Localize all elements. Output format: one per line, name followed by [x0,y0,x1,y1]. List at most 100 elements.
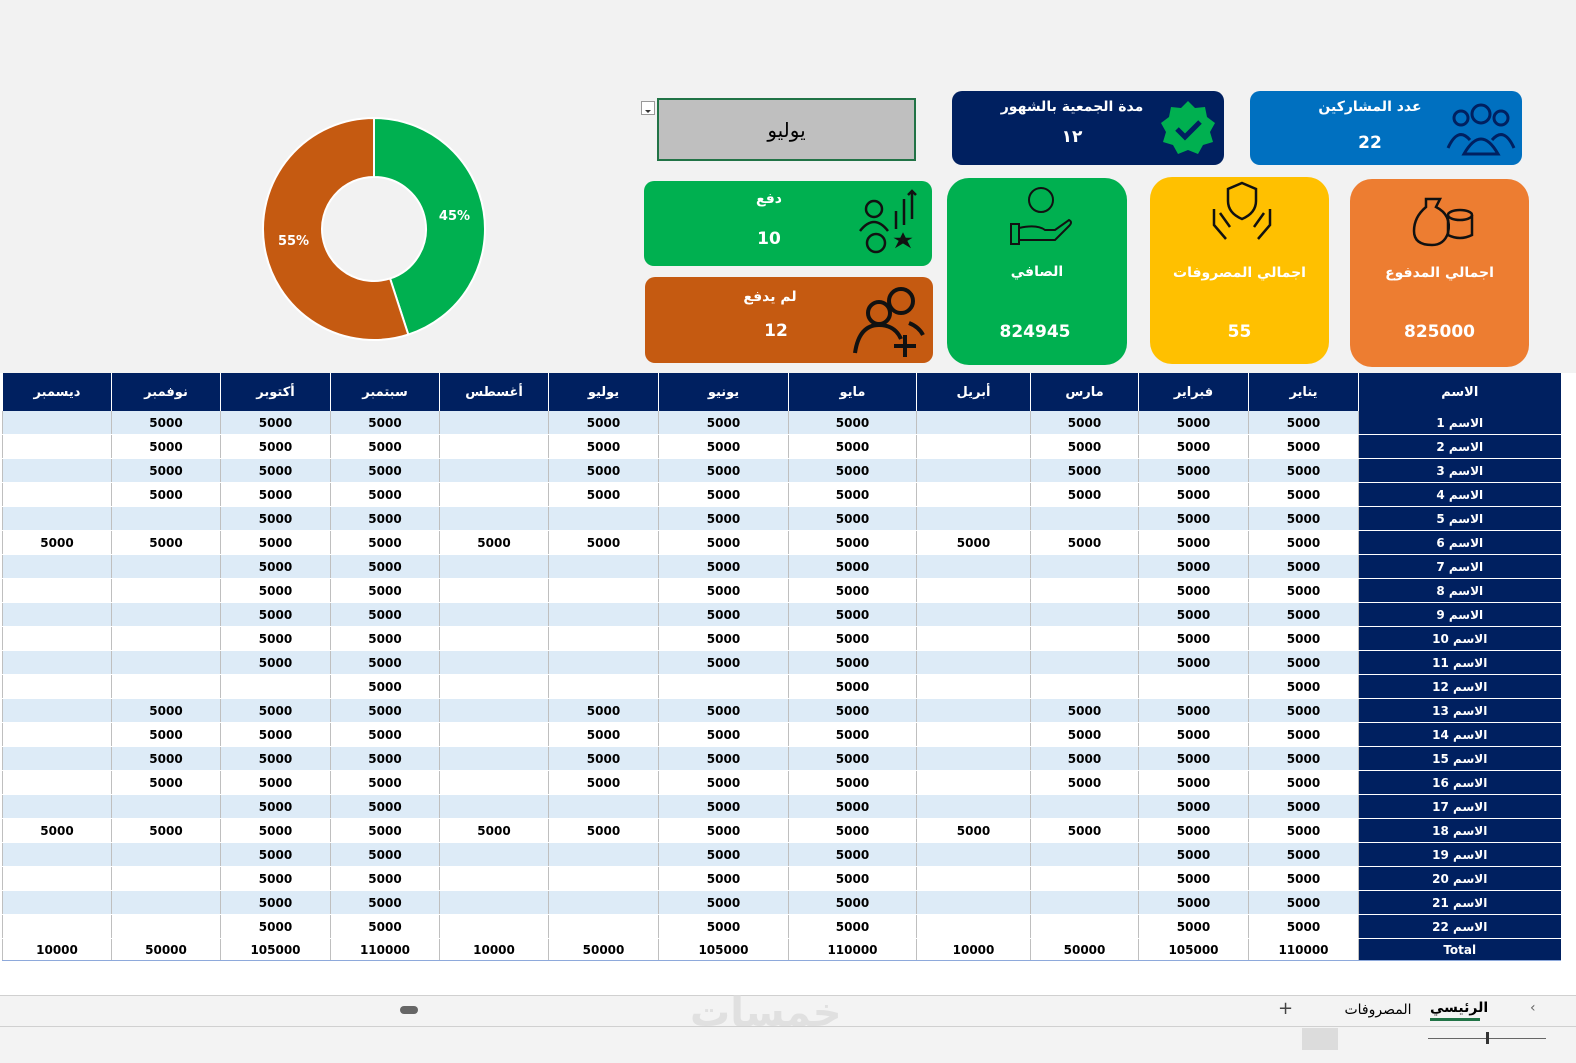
column-header: مارس [1030,373,1139,411]
amount-cell: 5000 [1138,698,1249,723]
amount-cell [2,770,112,795]
amount-cell: 5000 [788,770,917,795]
scroll-tabs[interactable]: ‹ [1530,1000,1536,1016]
table-row: الاسم 21 5000 5000 5000 5000 5000 5000 [2,890,1561,915]
amount-cell: 5000 [220,650,331,675]
table-row: الاسم 3 5000 5000 5000 5000 5000 5000 5000 5000 5… [2,458,1561,483]
amount-cell [439,794,549,819]
amount-cell: 5000 [330,506,440,531]
dropdown-arrow[interactable] [641,101,655,115]
amount-cell: 5000 [111,458,221,483]
amount-cell: 5000 [1138,626,1249,651]
amount-cell [439,866,549,891]
card-value: 22 [1358,133,1382,153]
amount-cell [548,866,659,891]
amount-cell [548,794,659,819]
amount-cell: 5000 [111,698,221,723]
amount-cell [111,578,221,603]
amount-cell [2,746,112,771]
amount-cell: 5000 [788,482,917,507]
amount-cell [548,554,659,579]
name-cell: الاسم 13 [1358,698,1561,723]
amount-cell: 5000 [1030,746,1139,771]
watermark: خمسات [690,990,842,1036]
amount-cell: 5000 [658,866,789,891]
normal-view-button[interactable] [1302,1028,1338,1050]
scroll-thumb[interactable] [400,1006,418,1014]
amount-cell: 5000 [330,578,440,603]
amount-cell: 5000 [1030,434,1139,459]
amount-cell: 5000 [916,530,1031,555]
amount-cell [1030,674,1139,699]
name-cell: الاسم 20 [1358,866,1561,891]
amount-cell: 5000 [1030,722,1139,747]
amount-cell [439,914,549,939]
total-cell: 110000 [1248,938,1359,961]
amount-cell [2,458,112,483]
amount-cell: 5000 [788,842,917,867]
column-header: نوفمبر [111,373,221,411]
sheet-tab[interactable]: المصروفات [1344,1002,1412,1018]
amount-cell [1030,794,1139,819]
month-select[interactable]: يوليو [657,98,916,161]
amount-cell: 5000 [1138,914,1249,939]
amount-cell: 5000 [1248,434,1359,459]
amount-cell [916,890,1031,915]
amount-cell [111,794,221,819]
amount-cell: 5000 [658,602,789,627]
people-icon [1446,103,1516,156]
amount-cell [439,770,549,795]
amount-cell [548,914,659,939]
card-label: اجمالي المدفوع [1385,265,1494,281]
amount-cell: 5000 [548,698,659,723]
amount-cell: 5000 [658,626,789,651]
amount-cell [2,650,112,675]
amount-cell [548,890,659,915]
name-cell: الاسم 22 [1358,914,1561,939]
table-row: الاسم 20 5000 5000 5000 5000 5000 5000 [2,866,1561,891]
amount-cell [1030,578,1139,603]
amount-cell [439,602,549,627]
amount-cell [2,626,112,651]
amount-cell: 5000 [330,554,440,579]
amount-cell: 5000 [788,794,917,819]
growth-icon [859,189,917,254]
add-sheet-button[interactable]: + [1278,998,1294,1019]
amount-cell: 5000 [1030,530,1139,555]
table-row: الاسم 1 5000 5000 5000 5000 5000 5000 5000 5000 5… [2,411,1561,435]
total-cell: 105000 [1138,938,1249,961]
amount-cell: 5000 [1248,722,1359,747]
column-header: يونيو [658,373,789,411]
amount-cell [111,602,221,627]
amount-cell: 5000 [330,650,440,675]
amount-cell [2,578,112,603]
name-cell: الاسم 16 [1358,770,1561,795]
amount-cell: 5000 [548,530,659,555]
amount-cell: 5000 [111,482,221,507]
amount-cell: 5000 [220,698,331,723]
zoom-thumb[interactable] [1486,1032,1489,1044]
amount-cell [916,602,1031,627]
amount-cell: 5000 [1248,602,1359,627]
amount-cell: 5000 [1138,554,1249,579]
amount-cell: 5000 [658,458,789,483]
header-row: الاسم يناير فبراير مارس أبريل مايو يونيو يوليو أ… [2,373,1561,411]
amount-cell [439,722,549,747]
amount-cell: 5000 [111,746,221,771]
amount-cell: 5000 [330,818,440,843]
amount-cell: 5000 [1138,794,1249,819]
amount-cell: 5000 [1138,458,1249,483]
amount-cell: 5000 [788,890,917,915]
sheet-tab-active[interactable]: الرئيسي [1430,1000,1488,1021]
amount-cell [1030,866,1139,891]
table-row: الاسم 19 5000 5000 5000 5000 5000 5000 [2,842,1561,867]
card-value: 824945 [999,322,1071,342]
amount-cell: 5000 [658,578,789,603]
name-cell: الاسم 8 [1358,578,1561,603]
amount-cell: 5000 [788,578,917,603]
amount-cell: 5000 [330,770,440,795]
name-cell: الاسم 15 [1358,746,1561,771]
column-header: فبراير [1138,373,1249,411]
amount-cell [1030,890,1139,915]
amount-cell: 5000 [330,890,440,915]
